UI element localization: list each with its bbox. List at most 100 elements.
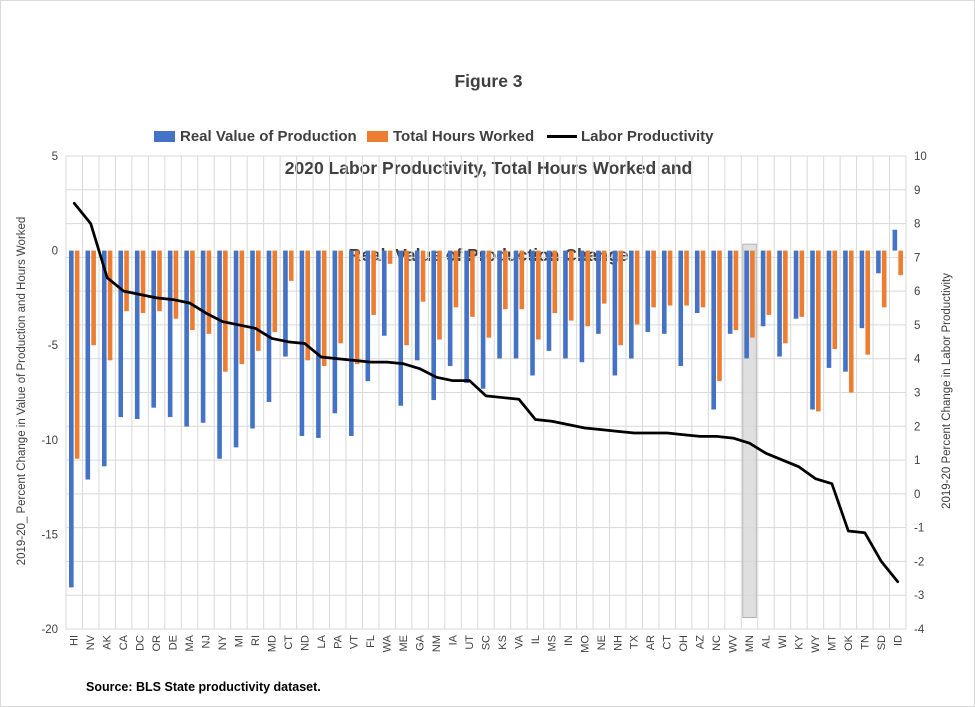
bar-hours-worked-nc-39 <box>717 250 722 382</box>
bar-hours-worked-dc-4 <box>140 250 146 314</box>
right-axis-tick-label: 4 <box>914 354 921 366</box>
legend-line-productivity-icon <box>547 134 577 138</box>
bar-real-value-mt-46 <box>826 250 832 368</box>
right-axis-tick-label: 10 <box>914 151 927 163</box>
right-axis-tick-label: -4 <box>914 624 925 636</box>
bar-real-value-nc-39 <box>711 250 716 410</box>
left-axis-tick-label: 5 <box>52 151 58 163</box>
bar-hours-worked-al-42 <box>766 250 772 315</box>
bar-real-value-sc-25 <box>480 250 486 389</box>
bar-hours-worked-nm-22 <box>437 250 442 340</box>
bar-hours-worked-tn-48 <box>865 250 871 355</box>
x-axis-label-ri-11: RI <box>250 635 262 646</box>
legend-label-real-value: Real Value of Production <box>180 127 357 145</box>
left-axis-tick-label: -20 <box>41 624 58 636</box>
bar-real-value-ok-47 <box>843 250 848 372</box>
x-axis-label-tn-48: TN <box>859 635 871 650</box>
bar-hours-worked-nj-8 <box>206 250 212 334</box>
left-axis-title: 2019-20_ Percent Change in Value of Prod… <box>16 217 28 566</box>
x-axis-label-wy-45: WY <box>810 634 822 652</box>
bar-real-value-vt-17 <box>349 250 354 437</box>
x-axis-label-oh-37: OH <box>678 635 690 652</box>
bar-real-value-ri-11 <box>250 250 255 429</box>
x-axis-label-al-42: AL <box>761 635 773 648</box>
x-axis-label-nm-22: NM <box>431 635 443 652</box>
bar-hours-worked-wv-40 <box>733 250 739 331</box>
bar-hours-worked-oh-37 <box>684 250 689 306</box>
bar-hours-worked-sd-49 <box>881 250 887 308</box>
bar-real-value-ak-2 <box>101 250 107 467</box>
bar-real-value-tn-48 <box>859 250 865 329</box>
bar-hours-worked-in-30 <box>568 250 574 321</box>
bar-hours-worked-wi-43 <box>783 250 788 344</box>
x-axis-label-or-5: OR <box>151 635 163 652</box>
x-axis-label-fl-18: FL <box>365 635 377 648</box>
bar-real-value-md-12 <box>266 250 272 402</box>
right-axis-tick-label: 0 <box>914 489 920 501</box>
bar-real-value-me-20 <box>398 250 404 406</box>
x-axis-label-ks-26: KS <box>497 635 509 650</box>
bar-hours-worked-wa-19 <box>387 250 393 264</box>
bar-real-value-oh-37 <box>678 250 684 367</box>
bar-hours-worked-ga-21 <box>420 250 426 302</box>
x-axis-label-va-27: VA <box>513 634 525 649</box>
bar-real-value-hi-0 <box>69 250 74 588</box>
bar-real-value-mn-41 <box>744 250 749 359</box>
left-axis-tick-label: 0 <box>52 246 58 258</box>
bar-hours-worked-ak-2 <box>107 250 113 361</box>
bar-hours-worked-mn-41 <box>750 250 755 338</box>
x-axis-label-vt-17: VT <box>349 635 361 649</box>
x-axis-label-ok-47: OK <box>843 634 855 651</box>
plot-border <box>65 155 907 630</box>
bar-real-value-wi-43 <box>777 250 782 357</box>
x-axis-label-nv-1: NV <box>85 634 97 650</box>
bar-real-value-wy-45 <box>810 250 815 410</box>
bar-hours-worked-il-28 <box>536 250 541 340</box>
legend-label-productivity: Labor Productivity <box>581 127 714 145</box>
x-axis-label-wv-40: WV <box>728 634 740 652</box>
left-axis-tick-label: -15 <box>41 529 58 541</box>
x-axis-label-md-12: MD <box>266 635 278 652</box>
left-axis-tick-label: -5 <box>48 340 58 352</box>
bar-hours-worked-ok-47 <box>848 250 854 393</box>
bar-hours-worked-az-38 <box>700 250 706 308</box>
bar-real-value-la-15 <box>316 250 321 438</box>
x-axis-label-ia-23: IA <box>448 634 460 645</box>
right-axis-tick-label: 7 <box>914 252 920 264</box>
x-axis-label-mt-46: MT <box>826 635 838 651</box>
bar-hours-worked-ma-7 <box>190 250 195 331</box>
bar-hours-worked-va-27 <box>519 250 525 310</box>
bar-real-value-va-27 <box>513 250 519 359</box>
bar-real-value-al-42 <box>760 250 766 327</box>
bar-real-value-dc-4 <box>134 250 140 419</box>
bar-hours-worked-sc-25 <box>486 250 492 338</box>
legend-item-productivity: Labor Productivity <box>547 125 714 147</box>
x-axis-label-hi-0: HI <box>69 635 81 646</box>
bar-hours-worked-or-5 <box>157 250 162 312</box>
bar-hours-worked-hi-0 <box>74 250 80 459</box>
bar-hours-worked-wy-45 <box>816 250 821 412</box>
x-axis-label-ny-9: NY <box>217 634 229 650</box>
bar-real-value-ny-9 <box>217 250 222 459</box>
bar-real-value-id-50 <box>892 229 898 251</box>
bar-real-value-tx-34 <box>629 250 634 359</box>
x-axis-label-dc-4: DC <box>135 635 147 651</box>
bar-hours-worked-ms-29 <box>552 250 558 314</box>
bar-hours-worked-nh-33 <box>618 250 623 346</box>
x-axis-label-la-15: LA <box>316 634 328 648</box>
bar-real-value-az-38 <box>694 250 700 314</box>
x-axis-label-nd-14: ND <box>299 635 311 651</box>
x-axis-label-sc-25: SC <box>481 635 493 650</box>
x-axis-label-ma-7: MA <box>184 634 196 651</box>
bar-real-value-wa-19 <box>381 250 387 336</box>
x-axis-label-ne-32: NE <box>596 635 608 650</box>
bar-hours-worked-ky-44 <box>799 250 805 317</box>
right-axis-title: 2019-20 Percent Change in Labor Producti… <box>941 273 953 509</box>
bar-hours-worked-ne-32 <box>601 250 607 304</box>
legend-label-hours-worked: Total Hours Worked <box>393 127 535 145</box>
x-axis-label-mo-31: MO <box>579 635 591 653</box>
bar-real-value-ct-13 <box>283 250 288 357</box>
bar-hours-worked-mo-31 <box>585 250 591 327</box>
